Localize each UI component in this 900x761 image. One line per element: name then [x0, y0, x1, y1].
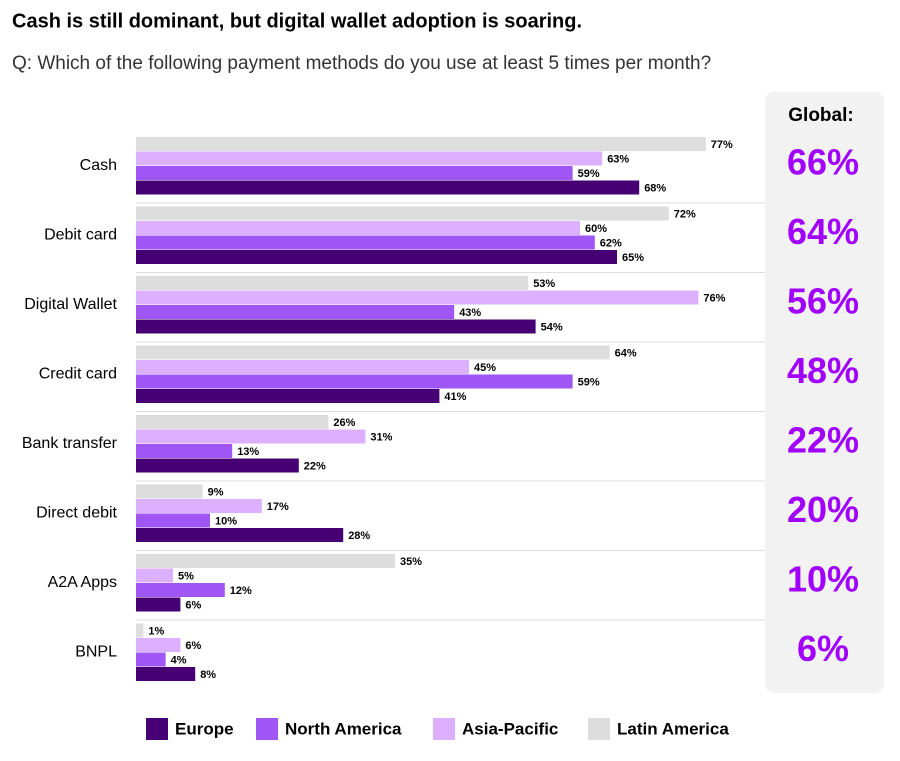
value-label: 62% [600, 238, 622, 250]
legend-label: Latin America [617, 719, 729, 738]
bar [136, 597, 181, 612]
value-label: 6% [185, 640, 201, 652]
bar [136, 513, 210, 528]
category-label: A2A Apps [48, 574, 117, 591]
legend-label: Europe [175, 719, 234, 738]
bar [136, 652, 166, 667]
global-value: 48% [787, 350, 859, 391]
global-label: Global: [788, 105, 853, 126]
global-value: 6% [797, 628, 849, 669]
bar [136, 360, 469, 374]
global-panel [765, 92, 884, 693]
bar [136, 305, 455, 319]
value-label: 17% [267, 501, 289, 513]
bar [136, 221, 580, 235]
category-label: BNPL [75, 644, 117, 661]
value-label: 10% [215, 516, 237, 528]
value-label: 35% [400, 556, 422, 568]
chart-title: Cash is still dominant, but digital wall… [12, 10, 582, 32]
value-label: 54% [541, 322, 563, 334]
bar [136, 458, 299, 473]
value-label: 77% [711, 139, 733, 151]
bar [136, 206, 669, 221]
value-label: 22% [304, 461, 326, 473]
legend-swatch [588, 718, 610, 740]
category-label: Cash [80, 157, 117, 174]
value-label: 43% [459, 307, 481, 319]
category-label: Digital Wallet [24, 296, 117, 313]
value-label: 65% [622, 252, 644, 264]
value-label: 13% [237, 446, 259, 458]
bar [136, 568, 173, 583]
global-value: 66% [787, 142, 859, 183]
bar [136, 319, 536, 334]
bar [136, 623, 144, 638]
bar [136, 235, 595, 250]
legend-swatch [256, 718, 278, 740]
legend-swatch [146, 718, 168, 740]
value-label: 45% [474, 362, 496, 374]
bar [136, 484, 203, 499]
legend-label: Asia-Pacific [462, 719, 558, 738]
value-label: 76% [703, 293, 725, 305]
category-label: Direct debit [36, 505, 117, 522]
bar [136, 151, 603, 166]
value-label: 72% [674, 209, 696, 221]
value-label: 59% [578, 377, 600, 389]
global-value: 22% [787, 420, 859, 461]
bar [136, 415, 329, 429]
global-value: 20% [787, 489, 859, 530]
value-label: 4% [171, 655, 187, 667]
legend-label: North America [285, 719, 402, 738]
bar [136, 389, 440, 403]
value-label: 64% [615, 348, 637, 360]
value-label: 63% [607, 154, 629, 166]
bar [136, 137, 706, 151]
bar [136, 345, 610, 360]
global-value: 10% [787, 559, 859, 600]
value-label: 68% [644, 183, 666, 195]
bar [136, 250, 617, 264]
value-label: 12% [230, 585, 252, 597]
value-label: 60% [585, 223, 607, 235]
bar [136, 554, 395, 568]
bar [136, 667, 196, 681]
value-label: 8% [200, 669, 216, 681]
category-label: Credit card [39, 366, 117, 383]
value-label: 26% [333, 417, 355, 429]
bar [136, 166, 573, 180]
global-value: 64% [787, 211, 859, 252]
bar [136, 180, 640, 195]
bar [136, 444, 233, 458]
bar [136, 638, 181, 652]
value-label: 59% [578, 168, 600, 180]
value-label: 5% [178, 571, 194, 583]
bar [136, 290, 699, 305]
bar [136, 499, 262, 513]
value-label: 31% [370, 432, 392, 444]
value-label: 6% [185, 600, 201, 612]
category-label: Debit card [44, 227, 117, 244]
value-label: 41% [444, 391, 466, 403]
bar [136, 374, 573, 389]
legend-swatch [433, 718, 455, 740]
chart-subtitle: Q: Which of the following payment method… [12, 53, 711, 74]
bar [136, 528, 344, 542]
value-label: 9% [208, 487, 224, 499]
value-label: 28% [348, 530, 370, 542]
value-label: 53% [533, 278, 555, 290]
value-label: 1% [148, 626, 164, 638]
bar [136, 583, 225, 597]
bar [136, 276, 529, 290]
category-label: Bank transfer [22, 435, 118, 452]
bar [136, 429, 366, 444]
global-value: 56% [787, 281, 859, 322]
